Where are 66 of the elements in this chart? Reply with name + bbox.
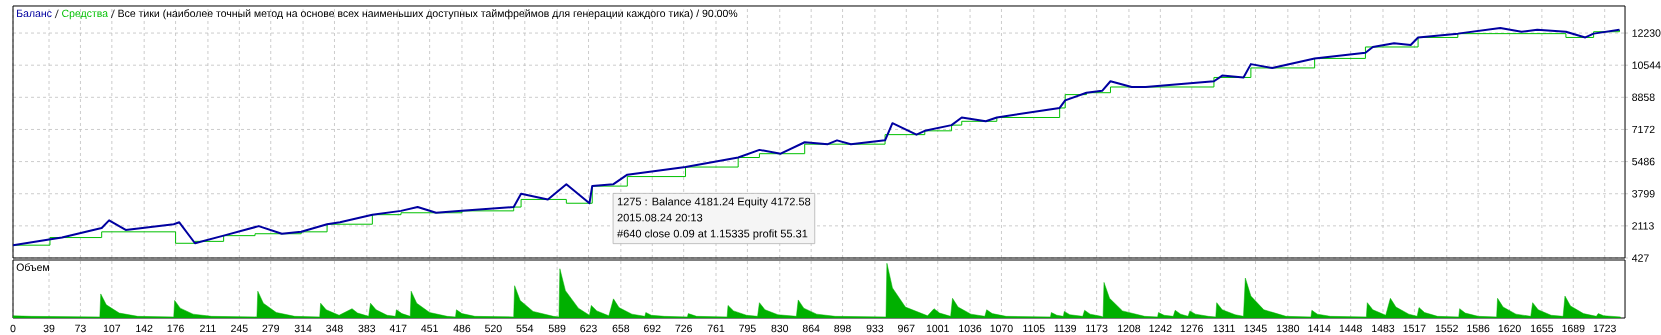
text: Средства: [62, 9, 109, 20]
x-tick-label: 520: [485, 324, 502, 333]
y-tick-label: 5486: [1632, 157, 1655, 166]
annotation: 1275 : Balance 4181.24 Equity 4172.58: [617, 197, 811, 208]
x-tick-label: 211: [200, 324, 216, 333]
x-tick-label: 417: [389, 324, 407, 332]
annotation: 2015.08.24 20:13: [617, 213, 703, 222]
y-tick-label: 7172: [1632, 125, 1655, 134]
x-tick-label: 864: [802, 324, 820, 333]
x-tick-label: 1483: [1372, 324, 1395, 333]
x-tick-label: 314: [294, 324, 312, 333]
x-tick-label: 73: [75, 324, 86, 333]
y-tick-label: 427: [1631, 254, 1649, 262]
x-tick-label: 1380: [1276, 324, 1300, 333]
y-tick-label: 2113: [1632, 222, 1654, 230]
x-tick-label: 1345: [1244, 324, 1267, 333]
y-tick-label: 12230: [1632, 29, 1661, 37]
x-tick-label: 830: [771, 324, 789, 333]
x-tick-label: 1448: [1339, 324, 1362, 333]
x-tick-label: 1689: [1562, 324, 1585, 333]
x-tick-label: 795: [739, 324, 756, 333]
chart-title: Все тики (наиболее точный метод на основе всех наименьших доступных таймфреймов для генерации каждого тика) / 90.00%: [118, 9, 738, 20]
x-tick-label: 451: [421, 324, 438, 333]
x-tick-label: 898: [834, 324, 851, 333]
x-tick-label: 1001: [926, 324, 949, 333]
y-tick-label: 3799: [1632, 190, 1655, 198]
x-tick-label: 1552: [1435, 324, 1458, 333]
chart-title: Объем: [16, 263, 49, 272]
x-tick-label: 39: [43, 324, 55, 333]
y-tick-label: 10544: [1632, 61, 1661, 69]
x-tick-label: 279: [262, 324, 279, 333]
x-tick-label: 1276: [1180, 324, 1203, 333]
text: Баланс: [17, 9, 52, 18]
x-tick-label: 554: [516, 324, 534, 333]
x-tick-label: 486: [453, 324, 471, 333]
x-tick-label: 1655: [1531, 324, 1554, 333]
x-tick-label: 1139: [1054, 324, 1076, 333]
y-tick-label: 8858: [1632, 93, 1655, 102]
x-tick-label: 176: [167, 324, 184, 333]
x-tick-label: 761: [707, 324, 725, 333]
x-tick-label: 1311: [1213, 324, 1235, 333]
x-tick-label: 658: [612, 324, 630, 333]
x-tick-label: 967: [898, 324, 915, 333]
x-tick-label: 348: [326, 324, 343, 333]
x-tick-label: 1586: [1467, 324, 1490, 333]
x-tick-label: 1208: [1118, 324, 1141, 333]
annotation: #640 close 0.09 at 1.15335 profit 55.31: [617, 229, 808, 240]
x-tick-label: 107: [103, 324, 121, 333]
x-tick-label: 245: [231, 324, 248, 333]
x-tick-label: 933: [866, 324, 884, 333]
x-tick-label: 1414: [1308, 324, 1331, 332]
x-tick-label: 1036: [959, 324, 982, 333]
x-tick-label: 1105: [1023, 324, 1045, 333]
x-tick-label: 692: [644, 324, 661, 333]
x-tick-label: 1173: [1086, 324, 1108, 333]
x-tick-label: 1723: [1593, 324, 1616, 333]
x-tick-label: 1517: [1403, 324, 1426, 333]
x-tick-label: 589: [548, 324, 566, 333]
x-tick-label: 623: [580, 324, 597, 333]
x-tick-label: 0: [10, 324, 16, 333]
x-tick-label: 1242: [1149, 324, 1172, 333]
x-tick-label: 1620: [1498, 324, 1521, 333]
x-tick-label: 142: [136, 324, 153, 333]
x-tick-label: 1070: [990, 324, 1013, 333]
x-tick-label: 726: [675, 324, 692, 333]
x-tick-label: 383: [358, 324, 376, 333]
